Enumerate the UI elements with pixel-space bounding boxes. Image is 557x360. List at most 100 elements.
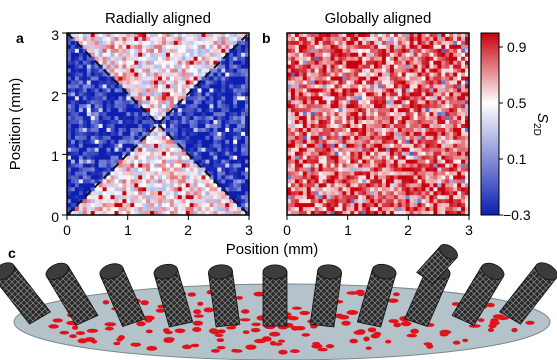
heatmap-cell	[338, 207, 343, 212]
heatmap-cell	[433, 44, 438, 50]
heatmap-cell	[181, 64, 187, 70]
heatmap-cell	[169, 159, 175, 164]
heatmap-cell	[310, 40, 316, 46]
heatmap-cell	[205, 33, 210, 38]
heatmap-cell	[146, 155, 151, 161]
heatmap-cell	[338, 124, 343, 129]
heatmap-cell	[70, 36, 76, 42]
heatmap-cell	[310, 76, 316, 81]
particle	[236, 296, 243, 300]
heatmap-cell	[322, 179, 327, 184]
heatmap-cell	[118, 167, 123, 172]
heatmap-cell	[217, 135, 222, 141]
heatmap-cell	[229, 33, 234, 38]
heatmap-cell	[287, 60, 292, 66]
heatmap-cell	[110, 60, 115, 66]
heatmap-cell	[217, 139, 222, 145]
heatmap-cell	[78, 155, 84, 161]
heatmap-cell	[346, 127, 351, 133]
heatmap-cell	[165, 56, 171, 62]
heatmap-cell	[306, 187, 312, 192]
heatmap-cell	[185, 64, 191, 70]
heatmap-cell	[130, 112, 135, 117]
heatmap-cell	[362, 76, 367, 81]
heatmap-cell	[134, 127, 139, 133]
heatmap-cell	[122, 76, 127, 81]
heatmap-cell	[165, 124, 171, 129]
nanotube	[99, 263, 146, 327]
heatmap-cell	[78, 127, 84, 133]
heatmap-cell	[181, 124, 187, 129]
heatmap-cell	[106, 147, 111, 153]
heatmap-cell	[433, 108, 438, 113]
heatmap-cell	[177, 33, 183, 38]
heatmap-cell	[181, 76, 187, 81]
heatmap-cell	[425, 88, 430, 93]
heatmap-cell	[433, 36, 438, 42]
heatmap-cell	[370, 191, 375, 196]
heatmap-cell	[126, 143, 131, 149]
heatmap-cell	[233, 151, 238, 157]
heatmap-cell	[82, 199, 88, 204]
heatmap-cell	[433, 72, 438, 77]
heatmap-cell	[146, 179, 151, 184]
heatmap-cell	[221, 44, 226, 50]
heatmap-cell	[338, 171, 343, 176]
heatmap-cell	[334, 147, 339, 153]
heatmap-cell	[465, 199, 470, 204]
heatmap-cell	[393, 195, 399, 200]
heatmap-cell	[241, 33, 246, 38]
heatmap-cell	[173, 36, 179, 42]
heatmap-cell	[138, 36, 143, 42]
heatmap-cell	[326, 183, 331, 188]
heatmap-cell	[173, 139, 179, 145]
heatmap-cell	[154, 52, 159, 58]
heatmap-cell	[158, 155, 163, 161]
heatmap-cell	[82, 80, 88, 85]
heatmap-cell	[130, 72, 135, 77]
heatmap-cell	[221, 207, 226, 212]
heatmap-cell	[290, 187, 296, 192]
heatmap-cell	[322, 56, 327, 62]
heatmap-cell	[385, 52, 391, 58]
heatmap-cell	[338, 112, 343, 117]
heatmap-cell	[165, 207, 171, 212]
heatmap-cell	[318, 64, 324, 70]
heatmap-cell	[425, 199, 430, 204]
heatmap-cell	[381, 155, 387, 161]
heatmap-cell	[397, 84, 403, 89]
heatmap-cell	[110, 88, 115, 93]
heatmap-cell	[213, 88, 218, 93]
heatmap-cell	[338, 96, 343, 101]
heatmap-cell	[457, 40, 462, 46]
heatmap-cell	[350, 60, 355, 66]
heatmap-cell	[161, 84, 167, 89]
heatmap-cell	[350, 33, 355, 38]
heatmap-cell	[161, 131, 167, 137]
heatmap-cell	[370, 60, 375, 66]
heatmap-cell	[142, 112, 147, 117]
heatmap-cell	[177, 167, 183, 172]
heatmap-cell	[378, 155, 383, 161]
heatmap-cell	[197, 139, 202, 145]
heatmap-cell	[342, 48, 347, 54]
heatmap-cell	[201, 104, 206, 109]
particle	[59, 330, 70, 335]
heatmap-cell	[161, 211, 167, 215]
particle	[285, 315, 296, 320]
heatmap-cell	[209, 100, 214, 105]
heatmap-cell	[326, 211, 331, 216]
heatmap-cell	[306, 159, 312, 164]
heatmap-cell	[213, 44, 218, 50]
heatmap-cell	[294, 44, 300, 50]
heatmap-cell	[245, 108, 249, 113]
heatmap-cell	[241, 88, 246, 93]
heatmap-cell	[354, 33, 359, 38]
heatmap-cell	[401, 40, 407, 46]
heatmap-cell	[177, 151, 183, 157]
heatmap-cell	[74, 80, 80, 85]
heatmap-cell	[70, 52, 76, 58]
heatmap-cell	[189, 131, 195, 137]
heatmap-cell	[290, 203, 296, 208]
heatmap-cell	[358, 131, 363, 137]
